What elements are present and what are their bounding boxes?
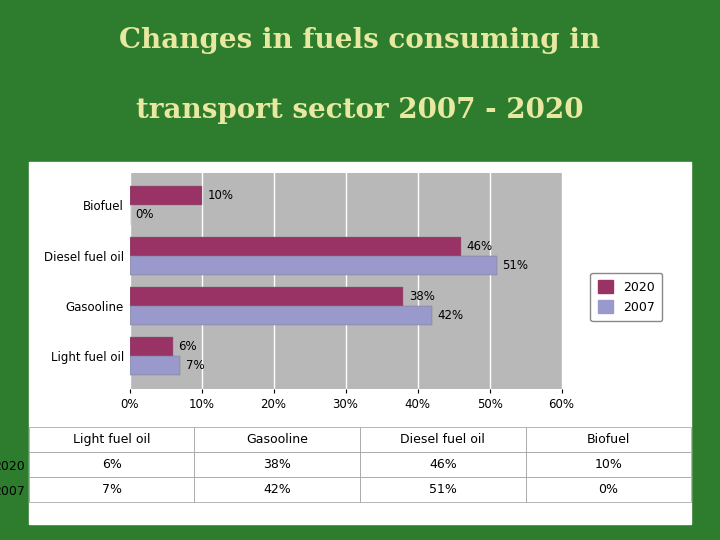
Text: transport sector 2007 - 2020: transport sector 2007 - 2020 [136,97,584,124]
Bar [130,287,403,306]
Bar [130,356,180,375]
Text: 38%: 38% [409,290,435,303]
Bar [130,255,497,275]
Text: 2020: 2020 [0,460,25,472]
Text: 10%: 10% [207,190,233,202]
Bar [130,186,202,205]
Bar [130,306,432,325]
Text: 46%: 46% [467,240,492,253]
Text: 51%: 51% [503,259,528,272]
Legend: 2020, 2007: 2020, 2007 [590,273,662,321]
Text: 2007: 2007 [0,484,25,497]
Text: 42%: 42% [438,309,464,322]
Text: Changes in fuels consuming in: Changes in fuels consuming in [120,27,600,54]
Text: 7%: 7% [186,359,204,372]
Bar [130,237,461,255]
Bar [130,337,173,356]
Text: 0%: 0% [135,208,154,221]
Text: 6%: 6% [179,340,197,353]
